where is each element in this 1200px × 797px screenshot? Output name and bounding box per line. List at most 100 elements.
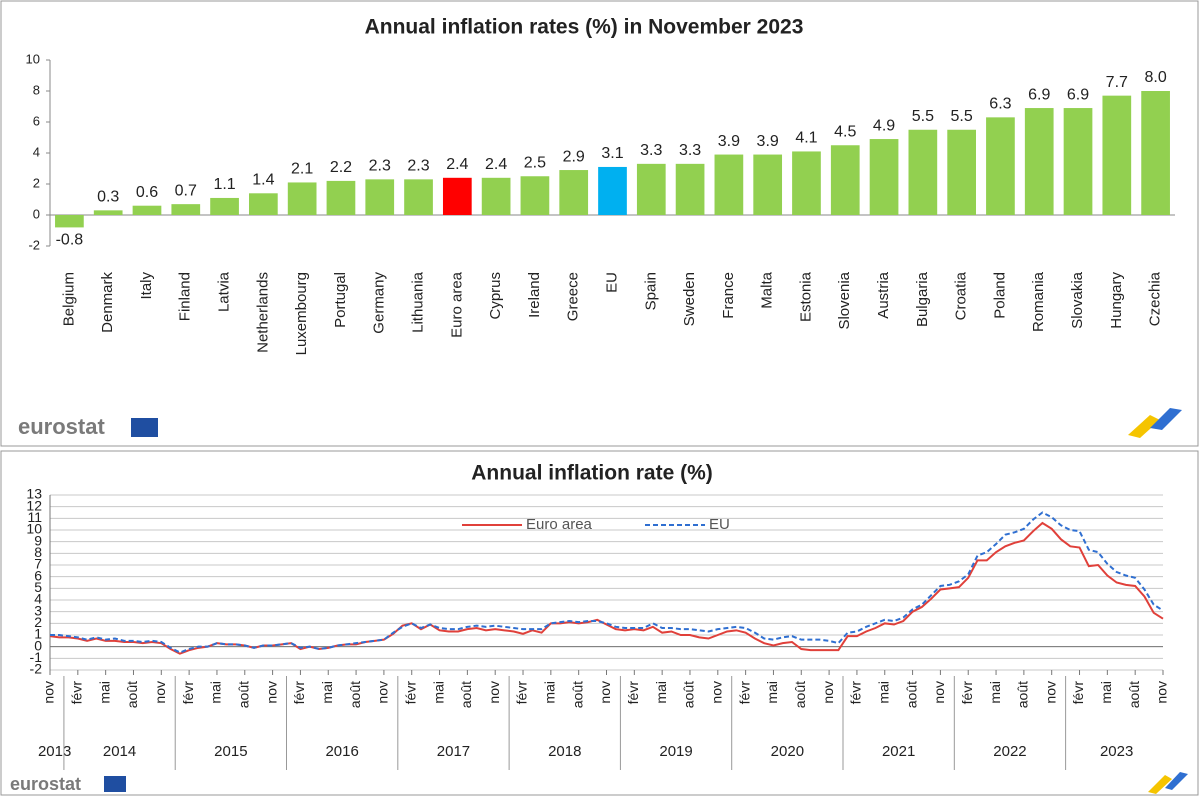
x-tick-label: nov — [375, 681, 391, 704]
x-tick-label: Cyprus — [487, 272, 504, 320]
x-tick-label: févr — [69, 681, 85, 705]
chart-title: Annual inflation rate (%) — [471, 462, 713, 485]
x-tick-label: Poland — [991, 272, 1008, 319]
bar — [792, 151, 821, 215]
eu-flag — [104, 776, 126, 792]
y-tick-label: 2 — [34, 614, 42, 630]
x-tick-label: Bulgaria — [914, 271, 931, 327]
x-tick-label: févr — [180, 681, 196, 705]
x-tick-label: Portugal — [332, 272, 349, 328]
x-tick-label: nov — [820, 681, 836, 704]
bar — [869, 139, 899, 215]
bar — [1024, 108, 1054, 215]
y-tick-label: 8 — [34, 544, 42, 560]
panel-top — [0, 0, 1199, 447]
x-tick-label: Italy — [138, 272, 155, 300]
value-label: 6.3 — [989, 96, 1011, 113]
bar — [365, 179, 395, 215]
bar — [93, 210, 123, 215]
y-tick-label: 9 — [34, 532, 42, 548]
x-tick-label: nov — [263, 681, 279, 704]
x-tick-label: Slovakia — [1069, 271, 1086, 328]
value-label: 2.2 — [330, 159, 352, 176]
x-tick-label: mai — [987, 681, 1003, 704]
y-tick-label: 6 — [34, 567, 42, 583]
bar — [598, 166, 627, 215]
x-tick-label: mai — [875, 681, 891, 704]
x-tick-label: févr — [291, 681, 307, 705]
x-tick-label: mai — [319, 681, 335, 704]
value-label: 6.9 — [1028, 86, 1050, 103]
legend-label: Euro area — [526, 516, 593, 533]
bar — [55, 215, 84, 228]
x-tick-label: nov — [1154, 681, 1170, 704]
value-label: 5.5 — [951, 108, 973, 125]
bar — [326, 180, 356, 215]
chart-title: Annual inflation rates (%) in November 2… — [365, 16, 804, 39]
x-tick-label: mai — [96, 681, 112, 704]
value-label: 3.9 — [718, 133, 740, 150]
year-label: 2017 — [437, 743, 470, 760]
x-tick-label: nov — [1042, 681, 1058, 704]
x-tick-label: févr — [402, 681, 418, 705]
bar — [830, 145, 860, 215]
x-tick-label: mai — [542, 681, 558, 704]
value-label: 5.5 — [912, 108, 934, 125]
y-tick-label: 1 — [34, 626, 42, 642]
bar — [947, 129, 976, 215]
bar — [404, 179, 433, 215]
x-tick-label: août — [681, 681, 697, 708]
value-label: 2.3 — [407, 158, 429, 175]
x-tick-label: févr — [848, 681, 864, 705]
year-label: 2021 — [882, 743, 915, 760]
series-line — [49, 521, 1164, 655]
x-tick-label: Hungary — [1108, 272, 1125, 329]
bar — [986, 117, 1015, 215]
x-tick-label: Croatia — [953, 271, 970, 320]
x-tick-label: août — [235, 681, 251, 708]
y-tick-label: 3 — [34, 602, 42, 618]
x-tick-label: août — [458, 681, 474, 708]
x-tick-label: févr — [736, 681, 752, 705]
x-tick-label: févr — [959, 681, 975, 705]
x-tick-label: nov — [597, 681, 613, 704]
logo-text: eurostat — [10, 774, 81, 794]
x-tick-label: nov — [41, 681, 57, 704]
value-label: 0.3 — [97, 189, 119, 206]
bar — [1102, 95, 1132, 215]
bar — [171, 204, 201, 215]
x-tick-label: Greece — [565, 272, 582, 321]
value-label: 3.3 — [640, 142, 662, 159]
bar — [442, 177, 472, 215]
bar — [520, 176, 550, 215]
deco-icon — [1150, 408, 1182, 430]
x-tick-label: nov — [709, 681, 725, 704]
bar — [753, 154, 783, 215]
bar — [908, 129, 938, 215]
deco-icon — [1128, 415, 1160, 438]
eu-flag — [131, 418, 158, 437]
x-tick-label: août — [124, 681, 140, 708]
x-tick-label: août — [347, 681, 363, 708]
y-tick-label: 11 — [27, 509, 42, 525]
bar — [287, 182, 317, 215]
year-label: 2019 — [659, 743, 692, 760]
x-tick-label: mai — [653, 681, 669, 704]
value-label: 2.4 — [485, 156, 507, 173]
bar — [714, 154, 744, 215]
y-tick-label: 13 — [26, 486, 42, 502]
value-label: 4.9 — [873, 117, 895, 134]
year-label: 2013 — [38, 743, 71, 760]
deco-icon — [1148, 775, 1172, 794]
year-label: 2018 — [548, 743, 581, 760]
value-label: -0.8 — [56, 232, 84, 249]
legend-label: EU — [709, 516, 730, 533]
y-tick-label: 4 — [34, 591, 42, 607]
x-tick-label: août — [903, 681, 919, 708]
bar — [636, 163, 666, 215]
x-tick-label: Estonia — [797, 271, 814, 322]
value-label: 2.5 — [524, 154, 546, 171]
x-tick-label: août — [792, 681, 808, 708]
year-label: 2023 — [1100, 743, 1133, 760]
value-label: 3.3 — [679, 142, 701, 159]
